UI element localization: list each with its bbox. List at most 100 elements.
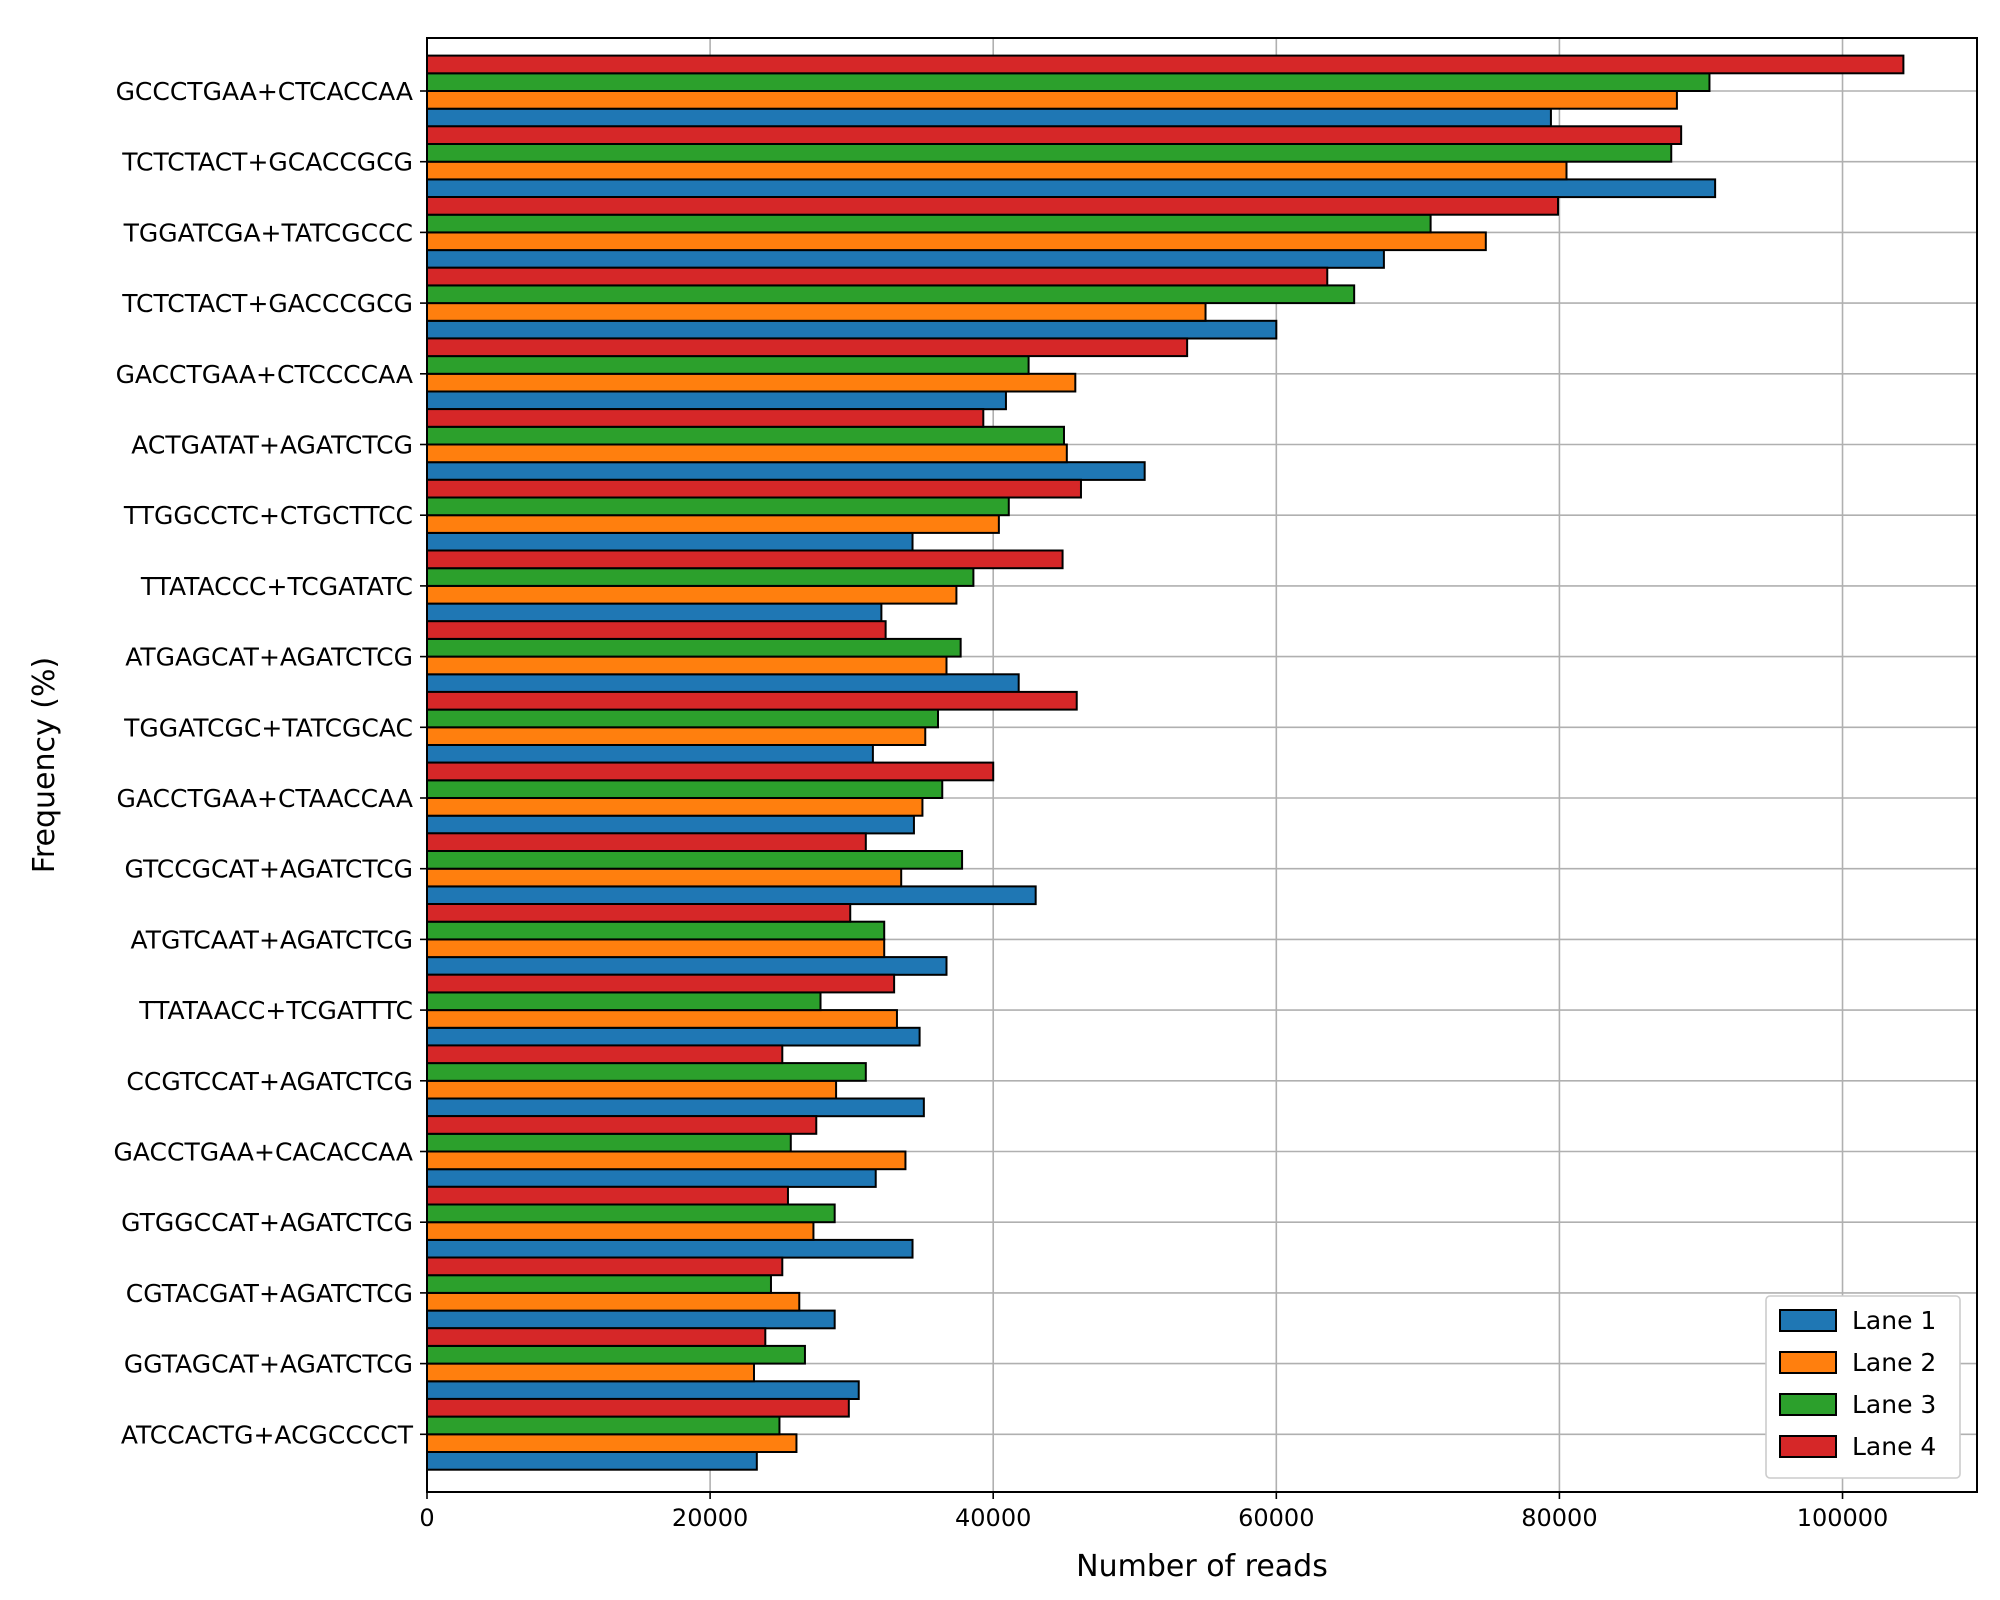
bar-lane-4 [426,1397,850,1418]
bar-lane-2 [426,726,927,746]
bar-lane-2 [426,867,903,888]
x-tick-label: 0 [419,1504,434,1532]
y-tick-label: GACCTGAA+CACACCAA [114,1138,414,1167]
legend-label: Lane 1 [1852,1306,1936,1335]
bar-lane-3 [426,355,1030,375]
bar-lane-4 [426,1256,784,1277]
y-tick-label: TTATACCC+TCGATATC [140,572,413,601]
bar-lane-3 [426,637,962,658]
legend-swatch [1779,1393,1837,1416]
bar-lane-4 [426,266,1329,287]
bar-lane-4 [426,54,1905,75]
legend-swatch [1779,1351,1837,1374]
bar-lane-3 [426,779,944,799]
bar-lane-1 [426,390,1007,411]
bar-lane-4 [426,1044,784,1065]
x-axis: 0 20000 40000 60000 80000 100000 [419,1492,1888,1532]
bar-lane-1 [426,1451,758,1471]
bar-lane-4 [426,832,867,852]
bar-lane-4 [426,690,1078,711]
legend-label: Lane 2 [1852,1348,1936,1377]
bar-lane-1 [426,885,1037,906]
bar-lane-3 [426,72,1711,93]
legend-swatch [1779,1309,1837,1332]
bar-lane-4 [426,761,995,782]
bar-lane-4 [426,1327,767,1347]
bar-group [426,54,1905,1471]
bar-lane-1 [426,673,1020,693]
bar-lane-4 [426,549,1064,570]
bar-lane-2 [426,797,924,817]
bar-lane-2 [426,1009,898,1029]
bar-lane-3 [426,213,1432,234]
bar-lane-3 [426,496,1010,517]
bar-lane-3 [426,1132,792,1153]
bar-lane-1 [426,1026,921,1047]
x-tick-label: 60000 [1238,1504,1314,1532]
bar-lane-2 [426,938,886,959]
bar-lane-2 [426,1150,907,1171]
bar-lane-1 [426,1380,860,1401]
bar-lane-3 [426,708,940,729]
bar-lane-4 [426,903,852,923]
plot-frame [426,37,1978,1493]
y-tick-label: CCGTCCAT+AGATCTCG [126,1067,413,1096]
bar-lane-4 [426,973,896,994]
y-tick-label: ATGTCAAT+AGATCTCG [131,925,413,954]
bar-lane-3 [426,991,822,1012]
y-tick-label: ATCCACTG+ACGCCCCT [121,1420,414,1449]
y-tick-label: ATGAGCAT+AGATCTCG [125,643,413,672]
bar-lane-1 [426,602,883,623]
y-tick-label: ACTGATAT+AGATCTCG [131,431,413,460]
legend-swatch [1779,1435,1837,1458]
bar-lane-3 [426,1415,781,1436]
bar-lane-1 [426,249,1385,269]
bar-lane-4 [426,337,1189,358]
bar-lane-4 [426,408,985,428]
bar-lane-3 [426,1062,867,1082]
bar-lane-3 [426,284,1356,305]
bar-lane-1 [426,319,1278,340]
bar-lane-1 [426,744,874,764]
y-axis-title: Frequency (%) [27,657,62,873]
bar-lane-4 [426,478,1082,499]
bar-lane-2 [426,1221,815,1241]
y-tick-label: TCTCTACT+GCACCGCG [121,148,413,177]
bar-lane-1 [426,461,1146,481]
y-tick-label: GCCCTGAA+CTCACCAA [116,77,413,106]
bar-lane-1 [426,107,1552,128]
legend-frame [1765,1295,1961,1479]
x-tick-label: 40000 [955,1504,1031,1532]
bar-lane-3 [426,920,886,941]
legend-label: Lane 3 [1852,1390,1936,1419]
bar-lane-3 [426,850,964,870]
y-tick-label: GACCTGAA+CTCCCCAA [116,360,413,389]
bar-lane-4 [426,125,1683,146]
bar-lane-4 [426,620,887,640]
x-tick-label: 80000 [1521,1504,1597,1532]
bar-lane-1 [426,1309,836,1330]
bar-lane-2 [426,443,1068,464]
bar-lane-1 [426,956,948,976]
bar-lane-2 [426,1291,801,1312]
x-axis-title: Number of reads [1076,1549,1328,1584]
y-tick-label: GTCCGCAT+AGATCTCG [124,855,413,884]
bar-lane-3 [426,425,1065,446]
bar-lane-2 [426,372,1077,393]
y-tick-label: GGTAGCAT+AGATCTCG [124,1350,413,1379]
bar-lane-3 [426,1344,806,1365]
x-tick-label: 20000 [672,1504,748,1532]
bar-lane-2 [426,1362,755,1383]
legend-label: Lane 4 [1852,1432,1936,1461]
bar-lane-2 [426,231,1487,252]
x-tick-label: 100000 [1797,1504,1889,1532]
bar-lane-3 [426,567,975,587]
bar-lane-1 [426,814,915,835]
y-tick-label: TTATAACC+TCGATTTC [138,996,413,1025]
bar-lane-3 [426,143,1673,163]
bar-lane-4 [426,1185,789,1206]
legend: Lane 1 Lane 2 Lane 3 Lane 4 [1765,1295,1961,1479]
bar-lane-3 [426,1274,772,1294]
y-tick-label: TGGATCGA+TATCGCCC [123,218,413,247]
